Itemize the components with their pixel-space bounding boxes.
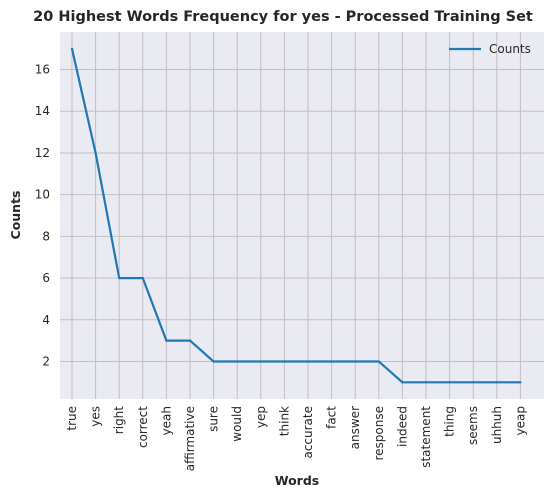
x-tick-label: affirmative (183, 406, 197, 471)
x-tick-label: statement (419, 406, 433, 468)
data-points (70, 47, 522, 384)
data-point (188, 339, 192, 342)
y-tick-label: 16 (35, 63, 50, 77)
data-point (236, 360, 239, 363)
x-tick-label: would (230, 406, 244, 442)
data-point (519, 381, 522, 384)
x-tick-label: think (277, 406, 291, 436)
data-point (165, 339, 168, 342)
y-tick-labels: 2 4 6 8 10 12 14 16 (35, 63, 50, 369)
data-point (94, 151, 97, 155)
y-tick-label: 14 (35, 104, 50, 118)
data-point (141, 276, 144, 280)
x-tick-label: fact (325, 406, 339, 429)
y-tick-label: 12 (35, 146, 50, 160)
x-tick-label: yeah (159, 406, 173, 435)
x-tick-label: sure (207, 406, 221, 432)
y-axis-label: Counts (8, 191, 23, 240)
data-point (424, 381, 428, 384)
data-point (70, 47, 74, 50)
x-tick-label: correct (136, 406, 150, 448)
data-point (283, 360, 286, 363)
x-tick-label: thing (443, 406, 457, 437)
data-point (401, 381, 404, 384)
x-tick-label: yes (89, 406, 103, 427)
legend-label-counts: Counts (489, 42, 531, 56)
series-line-counts (70, 48, 521, 384)
data-point (448, 381, 451, 384)
data-point (377, 360, 380, 363)
legend: Counts (449, 42, 531, 56)
chart-title: 20 Highest Words Frequency for yes - Pro… (33, 9, 533, 25)
grid-lines (60, 32, 544, 399)
x-tick-label: seems (466, 406, 480, 445)
data-point (472, 381, 475, 384)
x-axis-label: Words (275, 473, 319, 488)
x-tick-label: response (372, 406, 386, 461)
x-tick-label: true (65, 406, 79, 431)
data-point (306, 360, 310, 363)
y-tick-label: 6 (42, 271, 50, 285)
plot-area (60, 32, 544, 399)
y-tick-label: 4 (42, 313, 50, 327)
y-tick-label: 10 (35, 188, 50, 202)
data-point (330, 360, 333, 363)
y-tick-label: 2 (42, 354, 50, 368)
x-tick-label: indeed (395, 406, 409, 447)
data-point (118, 276, 121, 280)
data-point (212, 360, 215, 363)
x-tick-label: answer (348, 406, 362, 449)
x-tick-label: yep (254, 406, 268, 428)
x-tick-labels: true yes right correct yeah affirmative sure wo… (65, 406, 527, 472)
x-tick-label: yeap (513, 406, 527, 435)
data-point (354, 360, 357, 363)
x-tick-label: accurate (301, 406, 315, 459)
data-point (495, 381, 498, 384)
x-tick-label: uhhuh (490, 406, 504, 444)
y-tick-label: 8 (42, 229, 50, 243)
x-tick-label: right (112, 406, 126, 434)
data-point (259, 360, 262, 363)
